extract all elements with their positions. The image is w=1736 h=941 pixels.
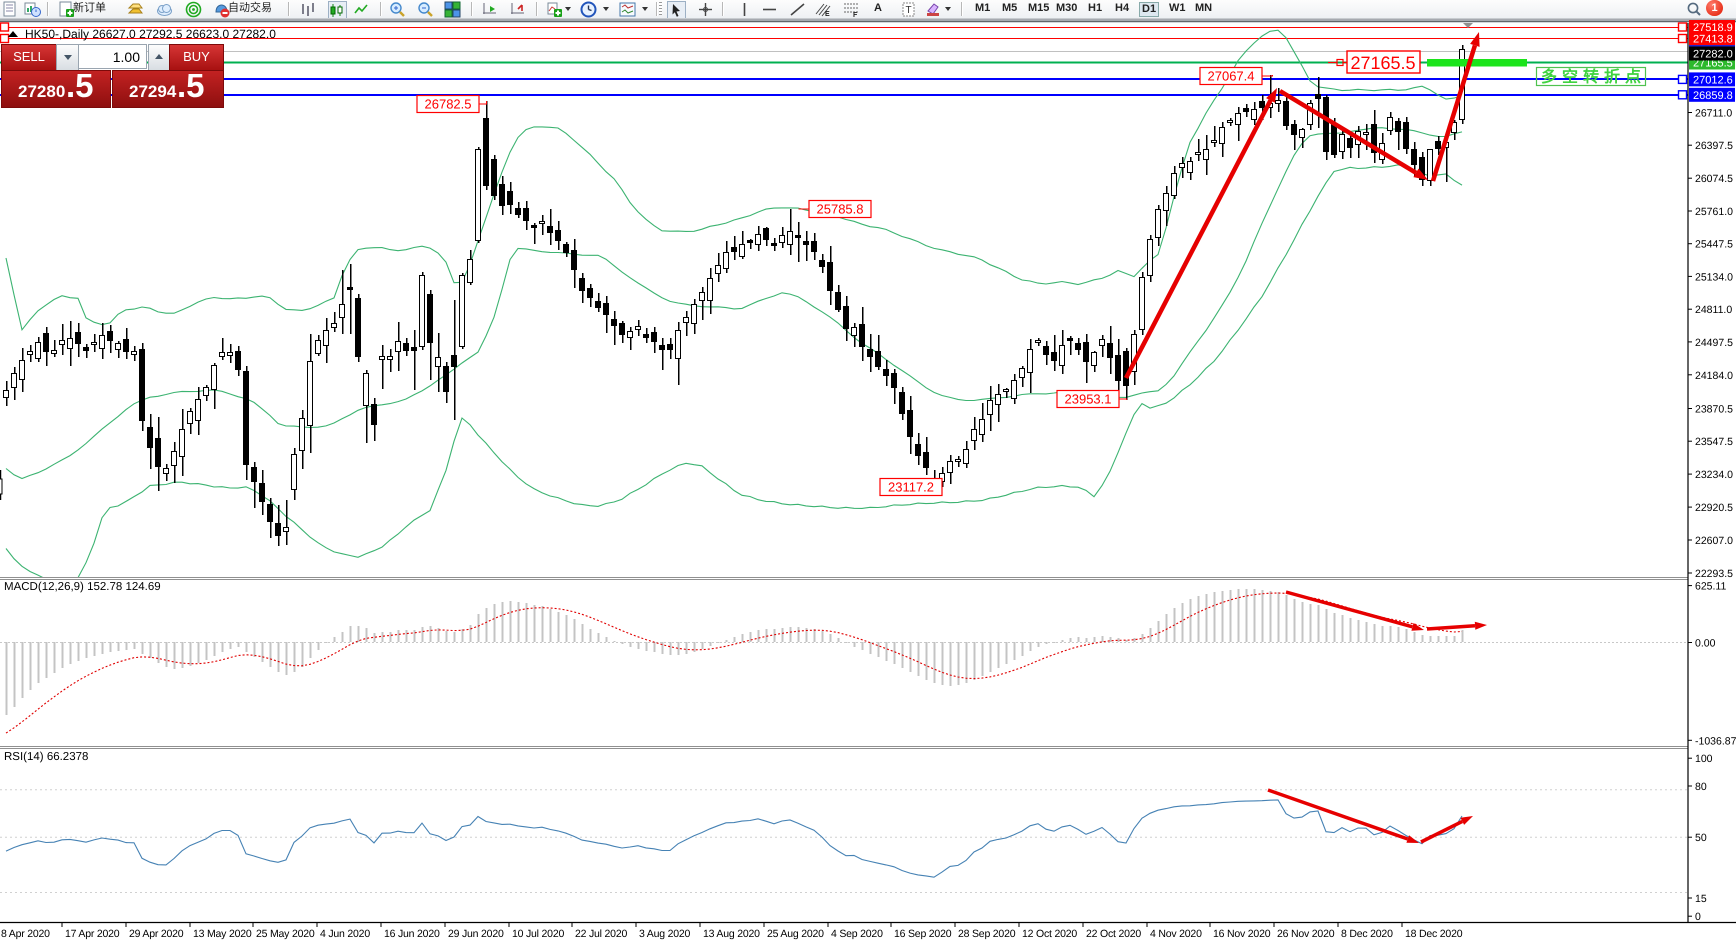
svg-text:26074.5: 26074.5 (1695, 173, 1733, 185)
svg-text:27012.6: 27012.6 (1693, 75, 1733, 87)
svg-text:27413.8: 27413.8 (1693, 34, 1733, 46)
svg-text:22607.0: 22607.0 (1695, 535, 1733, 547)
svg-text:12 Oct 2020: 12 Oct 2020 (1022, 928, 1077, 940)
svg-text:8 Dec 2020: 8 Dec 2020 (1341, 928, 1393, 940)
svg-text:50: 50 (1695, 832, 1707, 844)
svg-text:T: T (906, 5, 912, 16)
svg-text:26397.5: 26397.5 (1695, 140, 1733, 152)
svg-text:25 May 2020: 25 May 2020 (256, 928, 315, 940)
svg-text:25 Aug 2020: 25 Aug 2020 (767, 928, 824, 940)
svg-text:23870.5: 23870.5 (1695, 404, 1733, 416)
svg-text:3 Aug 2020: 3 Aug 2020 (639, 928, 690, 940)
svg-text:0.00: 0.00 (1695, 638, 1716, 650)
svg-text:4 Jun 2020: 4 Jun 2020 (320, 928, 370, 940)
svg-text:26 Nov 2020: 26 Nov 2020 (1277, 928, 1335, 940)
svg-text:27067.4: 27067.4 (1208, 69, 1255, 84)
svg-text:23547.5: 23547.5 (1695, 436, 1733, 448)
svg-text:22 Jul 2020: 22 Jul 2020 (575, 928, 627, 940)
svg-text:10 Jul 2020: 10 Jul 2020 (512, 928, 564, 940)
svg-text:100: 100 (1695, 753, 1713, 765)
svg-text:HK50-,Daily 26627.0 27292.5 2: HK50-,Daily 26627.0 27292.5 26623.0 2728… (25, 27, 276, 41)
svg-text:17 Apr 2020: 17 Apr 2020 (65, 928, 120, 940)
svg-text:24497.5: 24497.5 (1695, 337, 1733, 349)
svg-text:23234.0: 23234.0 (1695, 469, 1733, 481)
svg-text:29 Apr 2020: 29 Apr 2020 (129, 928, 184, 940)
svg-text:27165.5: 27165.5 (1693, 58, 1733, 70)
svg-text:22293.5: 22293.5 (1695, 568, 1733, 580)
svg-text:18 Dec 2020: 18 Dec 2020 (1405, 928, 1463, 940)
svg-text:26711.0: 26711.0 (1695, 108, 1732, 120)
svg-text:-1036.87: -1036.87 (1695, 735, 1736, 747)
svg-text:RSI(14) 66.2378: RSI(14) 66.2378 (4, 751, 88, 763)
svg-text:27282.0: 27282.0 (1693, 49, 1733, 61)
svg-text:F: F (853, 12, 858, 18)
svg-text:22920.5: 22920.5 (1695, 502, 1733, 514)
svg-text:25134.0: 25134.0 (1695, 271, 1733, 283)
svg-text:4 Sep 2020: 4 Sep 2020 (831, 928, 883, 940)
svg-text:16 Jun 2020: 16 Jun 2020 (384, 928, 440, 940)
svg-text:8 Apr 2020: 8 Apr 2020 (1, 928, 50, 940)
svg-text:24811.0: 24811.0 (1695, 304, 1732, 316)
svg-text:15: 15 (1695, 893, 1707, 905)
svg-text:25761.0: 25761.0 (1695, 206, 1733, 218)
svg-text:24184.0: 24184.0 (1695, 370, 1733, 382)
svg-text:23953.1: 23953.1 (1065, 392, 1112, 407)
svg-text:27518.9: 27518.9 (1693, 22, 1733, 34)
svg-text:22 Oct 2020: 22 Oct 2020 (1086, 928, 1141, 940)
svg-text:625.11: 625.11 (1695, 581, 1726, 593)
svg-text:13 May 2020: 13 May 2020 (193, 928, 252, 940)
svg-text:23117.2: 23117.2 (888, 480, 934, 495)
svg-text:多空转折点: 多空转折点 (1541, 68, 1641, 86)
svg-text:25785.8: 25785.8 (817, 202, 864, 217)
svg-text:4 Nov 2020: 4 Nov 2020 (1150, 928, 1202, 940)
svg-text:25447.5: 25447.5 (1695, 239, 1733, 251)
svg-text:0: 0 (1695, 911, 1701, 923)
svg-text:13 Aug 2020: 13 Aug 2020 (703, 928, 760, 940)
svg-text:26859.8: 26859.8 (1693, 90, 1733, 102)
svg-text:E: E (825, 11, 830, 18)
svg-text:16 Nov 2020: 16 Nov 2020 (1213, 928, 1271, 940)
svg-text:26782.5: 26782.5 (425, 97, 472, 112)
svg-text:29 Jun 2020: 29 Jun 2020 (448, 928, 504, 940)
svg-text:27165.5: 27165.5 (1350, 53, 1415, 73)
svg-text:80: 80 (1695, 781, 1707, 793)
svg-text:MACD(12,26,9) 152.78 124.69: MACD(12,26,9) 152.78 124.69 (4, 581, 161, 593)
svg-text:28 Sep 2020: 28 Sep 2020 (958, 928, 1016, 940)
svg-text:16 Sep 2020: 16 Sep 2020 (894, 928, 952, 940)
